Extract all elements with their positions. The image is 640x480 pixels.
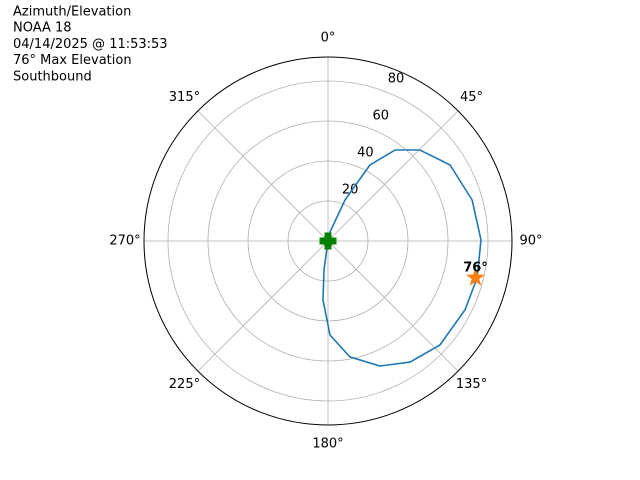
theta-tick-label: 0° — [321, 31, 336, 46]
annotation: 04/14/2025 @ 11:53:53 — [13, 37, 168, 52]
grid-spoke — [327, 240, 459, 372]
track-line — [322, 149, 482, 367]
theta-tick-label: 225° — [169, 377, 200, 392]
theta-tick-label: 135° — [456, 377, 487, 392]
start-marker — [319, 232, 337, 250]
r-tick-label: 60 — [372, 108, 389, 123]
grid-spoke — [197, 110, 329, 242]
grid-spoke — [327, 110, 459, 242]
outer-frame — [143, 56, 513, 426]
max-label: 76° — [463, 260, 488, 275]
grid-spoke — [197, 240, 329, 372]
theta-tick-label: 270° — [109, 234, 140, 249]
theta-tick-label: 90° — [519, 234, 542, 249]
r-tick-label: 40 — [357, 145, 374, 160]
theta-tick-label: 315° — [169, 90, 200, 105]
annotation: Southbound — [13, 69, 92, 84]
theta-tick-label: 45° — [460, 90, 483, 105]
annotation: NOAA 18 — [13, 21, 72, 36]
theta-tick-label: 180° — [312, 437, 343, 452]
r-tick-label: 80 — [388, 71, 405, 86]
annotation: Azimuth/Elevation — [13, 5, 131, 20]
max-marker — [466, 267, 485, 286]
annotation: 76° Max Elevation — [13, 53, 132, 68]
